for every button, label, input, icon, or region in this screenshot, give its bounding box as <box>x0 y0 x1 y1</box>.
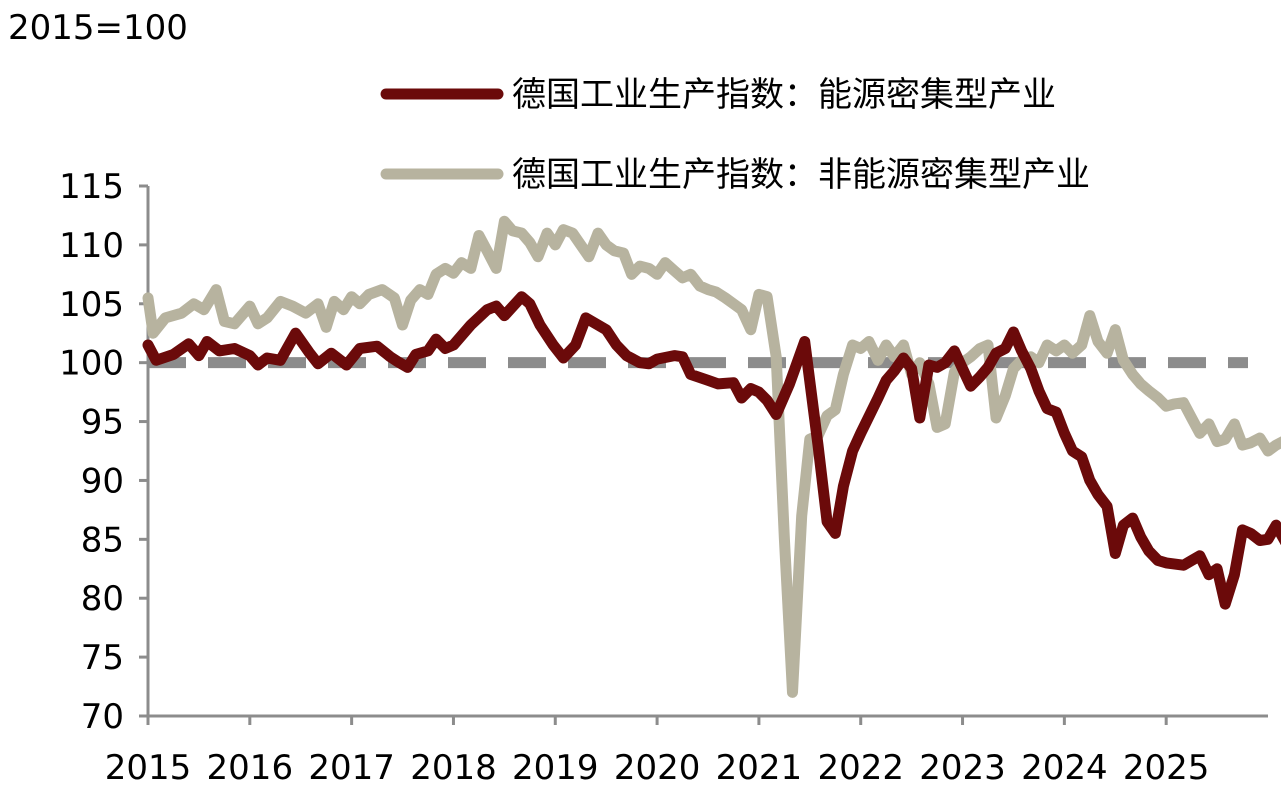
y-tick-label: 80 <box>81 579 124 619</box>
series-line-0 <box>142 291 1281 610</box>
x-tick-label: 2023 <box>919 748 1006 788</box>
y-tick-label: 110 <box>59 226 124 266</box>
series-line-1 <box>142 215 1281 698</box>
y-tick-label: 100 <box>59 344 124 384</box>
legend-label-0: 德国工业生产指数：能源密集型产业 <box>512 75 1056 115</box>
x-tick-label: 2018 <box>410 748 497 788</box>
y-tick-label: 75 <box>81 638 124 678</box>
x-tick-label: 2015 <box>105 748 192 788</box>
x-tick-label: 2016 <box>207 748 294 788</box>
y-tick-label: 85 <box>81 520 124 560</box>
axes: 115 110 105 100 95 90 85 80 75 70 2015 2016 2017 2018… <box>59 167 1268 788</box>
x-tick-label: 2024 <box>1021 748 1108 788</box>
y-tick-label: 70 <box>81 697 124 737</box>
y-tick-label: 95 <box>81 403 124 443</box>
y-tick-label: 105 <box>59 285 124 325</box>
series-layer <box>142 215 1281 698</box>
x-tick-label: 2019 <box>512 748 599 788</box>
x-tick-label: 2017 <box>308 748 395 788</box>
y-tick-label: 90 <box>81 461 124 501</box>
index-base-note: 2015=100 <box>8 8 188 48</box>
legend-label-1: 德国工业生产指数：非能源密集型产业 <box>512 155 1090 195</box>
x-tick-label: 2021 <box>716 748 803 788</box>
x-tick-label: 2025 <box>1123 748 1210 788</box>
y-tick-label: 115 <box>59 167 124 207</box>
x-tick-label: 2020 <box>614 748 701 788</box>
x-tick-label: 2022 <box>817 748 904 788</box>
